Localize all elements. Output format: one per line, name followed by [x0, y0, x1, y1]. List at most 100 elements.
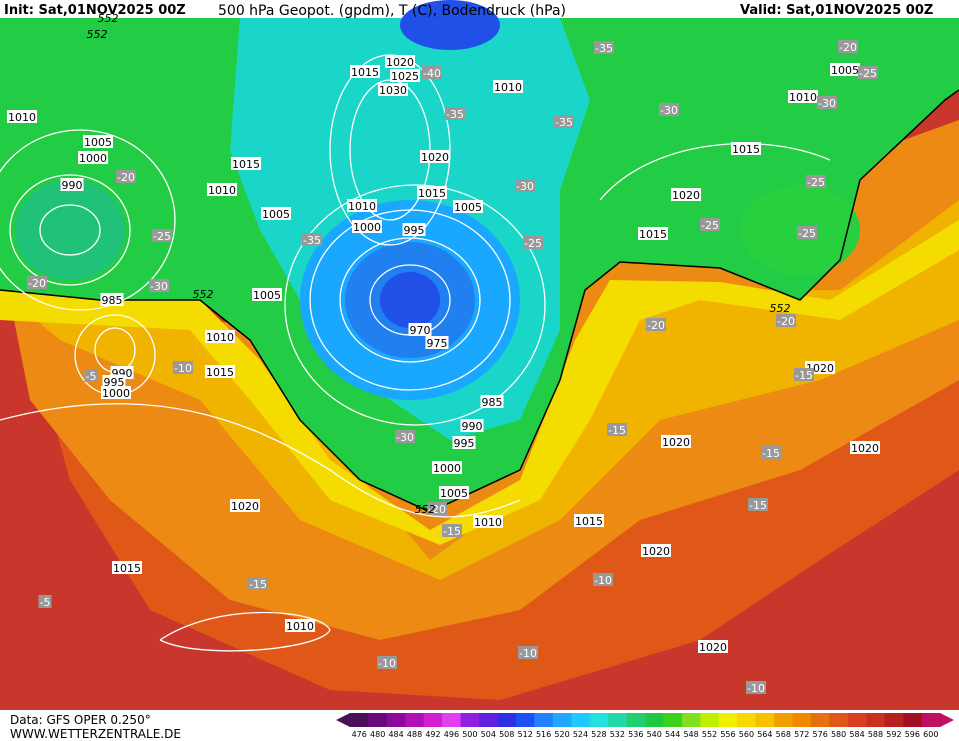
temperature-label-group: -30 [395, 430, 415, 444]
temperature-label-group: -5 [38, 595, 52, 609]
temperature-label-box [116, 170, 136, 183]
temperature-label-group: -40 [422, 66, 442, 80]
temperature-label-group: -30 [515, 179, 535, 193]
isobar-label-group: 1020 [850, 441, 880, 455]
temperature-label-box [427, 502, 447, 515]
isobar-label: 1005 [440, 487, 468, 500]
temperature-label: -15 [762, 447, 780, 460]
isobar-label-box [285, 619, 315, 632]
isobar-label-group: 1010 [347, 199, 377, 213]
isobar-label-box [453, 200, 483, 213]
temperature-label: -5 [40, 596, 51, 609]
isobar-label-group: 995 [452, 436, 476, 450]
isobar-label-group: 1005 [830, 63, 860, 77]
temperature-label: -20 [28, 277, 46, 290]
isobar-label: 1015 [575, 515, 603, 528]
colorbar-label: 572 [794, 730, 809, 739]
temperature-label-box [518, 646, 538, 659]
temperature-label-group: -15 [794, 368, 814, 382]
colorbar-label: 588 [868, 730, 883, 739]
temperature-label-group: -35 [302, 233, 322, 247]
colorbar-swatch [921, 713, 941, 727]
colorbar-label: 576 [813, 730, 828, 739]
isobar-label: 1015 [418, 187, 446, 200]
temperature-label-box [806, 175, 826, 188]
colorbar-swatch [571, 713, 591, 727]
colorbar-swatch [497, 713, 517, 727]
temperature-label: -25 [524, 237, 542, 250]
isobar-label-group: 1010 [788, 90, 818, 104]
isobar-label-box [850, 441, 880, 454]
temperature-label: -40 [423, 67, 441, 80]
map-field [0, 0, 959, 710]
colorbar-label: 512 [518, 730, 533, 739]
colorbar-label: 592 [886, 730, 901, 739]
colorbar-label: 488 [407, 730, 422, 739]
temperature-label-group: -15 [761, 446, 781, 460]
isobar-label-box [102, 375, 126, 388]
isobar-label-box [7, 110, 37, 123]
colorbar-arrow-right [940, 713, 954, 727]
temperature-label-box [302, 233, 322, 246]
temperature-label-box [838, 40, 858, 53]
colorbar-swatch [829, 713, 849, 727]
isobar-label-group: 1015 [205, 365, 235, 379]
isobar-label-box [460, 419, 484, 432]
temperature-label-group: -25 [700, 218, 720, 232]
temperature-label-box [659, 103, 679, 116]
colorbar-swatch [479, 713, 498, 727]
isobar-label: 1010 [8, 111, 36, 124]
temperature-label: -30 [396, 431, 414, 444]
colorbar-swatch [368, 713, 388, 727]
colorbar-swatch [663, 713, 683, 727]
temperature-label-group: -25 [858, 66, 878, 80]
colorbar-swatch [903, 713, 923, 727]
temperature-label: -10 [519, 647, 537, 660]
isobar-label: 995 [104, 376, 125, 389]
isobar-label-group: 1015 [231, 157, 261, 171]
isobar-label-box [352, 220, 382, 233]
isobar-label-group: 995 [102, 375, 126, 389]
colorbar-swatch [608, 713, 628, 727]
temperature-label: -30 [150, 280, 168, 293]
init-time: Init: Sat,01NOV2025 00Z [4, 3, 186, 18]
isobar-label-box [480, 395, 504, 408]
isobar-label: 1020 [662, 436, 690, 449]
isobar-label: 1015 [639, 228, 667, 241]
temperature-label-group: -20 [116, 170, 136, 184]
geopotential-label: 552 [415, 503, 436, 516]
isobar-label-box [638, 227, 668, 240]
isobar-label-group: 1020 [230, 499, 260, 513]
temperature-label: -25 [701, 219, 719, 232]
isobar-label-group: 985 [100, 293, 124, 307]
colorbar-swatch [810, 713, 830, 727]
temperature-label: -20 [647, 319, 665, 332]
isobar-label: 1025 [391, 70, 419, 83]
isobar-label-group: 1000 [352, 220, 382, 234]
colorbar-label: 480 [370, 730, 385, 739]
temperature-label-group: -25 [797, 226, 817, 240]
colorbar-swatch [386, 713, 406, 727]
isobar-label-group: 1000 [101, 386, 131, 400]
colorbar-label: 532 [610, 730, 625, 739]
temperature-label-box [594, 41, 614, 54]
temperature-label-box [858, 66, 878, 79]
isobar-label: 1020 [699, 641, 727, 654]
isobar-label: 1010 [474, 516, 502, 529]
isobar-label: 1015 [732, 143, 760, 156]
isobar-label-box [788, 90, 818, 103]
isobar-label-box [439, 486, 469, 499]
temperature-label: -10 [378, 657, 396, 670]
colorbar-swatch [847, 713, 867, 727]
isobar-label: 1000 [79, 152, 107, 165]
isobar-label: 995 [454, 437, 475, 450]
isobar-label: 1005 [253, 289, 281, 302]
isobar-label: 990 [62, 179, 83, 192]
isobar-label: 1015 [232, 158, 260, 171]
colorbar-swatch [405, 713, 425, 727]
temperature-label: -30 [818, 97, 836, 110]
temperature-label-box [27, 276, 47, 289]
isobar-label-group: 1015 [350, 65, 380, 79]
temperature-label-group: -10 [173, 361, 193, 375]
isobar-label-group: 1025 [390, 69, 420, 83]
